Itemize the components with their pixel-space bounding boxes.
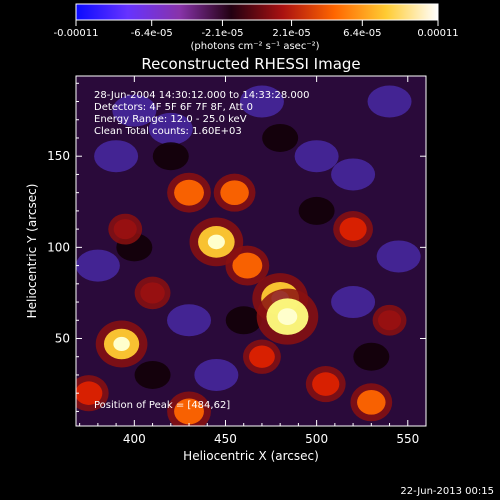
heatmap-dark-region — [353, 342, 390, 371]
colorbar-ticks — [75, 20, 439, 26]
heatmap-low-region — [239, 85, 284, 118]
y-tick-label: 150 — [47, 149, 70, 163]
info-block: 28-Jun-2004 14:30:12.000 to 14:33:28.000… — [94, 90, 310, 137]
heatmap-source — [357, 389, 386, 415]
info-line-counts: Clean Total counts: 1.60E+03 — [94, 126, 242, 137]
info-line-energy: Energy Range: 12.0 - 25.0 keV — [94, 114, 247, 125]
heatmap-source — [232, 252, 263, 279]
heatmap-low-region — [94, 140, 139, 173]
footer-date: 22-Jun-2013 00:15 — [400, 486, 494, 497]
heatmap-source — [339, 217, 367, 241]
heatmap-source-core — [277, 308, 298, 326]
heatmap-source-core — [207, 234, 225, 250]
heatmap-low-region — [76, 249, 120, 282]
y-tick-label: 50 — [55, 332, 70, 346]
heatmap-source — [113, 219, 137, 240]
heatmap-low-region — [148, 112, 193, 145]
x-tick-label: 400 — [123, 432, 146, 446]
heatmap-low-region — [112, 94, 157, 127]
colorbar-tick-label: 6.4e-05 — [343, 28, 381, 39]
heatmap-low-region — [376, 240, 421, 273]
heatmap-image — [76, 85, 421, 426]
x-axis-ticks: 400 450 500 550 — [79, 76, 427, 446]
heatmap-source — [76, 381, 103, 405]
heatmap-source — [174, 398, 204, 425]
heatmap-source — [377, 310, 402, 331]
heatmap-source — [140, 282, 165, 304]
heatmap-source — [312, 372, 340, 396]
y-tick-label: 100 — [47, 240, 70, 254]
colorbar-tick-label: 2.1e-05 — [272, 28, 310, 39]
heatmap-low-region — [294, 140, 339, 173]
heatmap-low-region — [167, 304, 212, 337]
heatmap-source — [249, 345, 275, 368]
colorbar — [76, 4, 438, 20]
y-axis-ticks: 50 100 150 — [47, 82, 426, 412]
colorbar-frame — [75, 3, 439, 21]
heatmap-dark-region — [262, 123, 299, 152]
heatmap-source — [174, 179, 204, 206]
heatmap-low-region — [331, 158, 376, 191]
x-tick-label: 450 — [214, 432, 237, 446]
x-axis-label: Heliocentric X (arcsec) — [183, 449, 319, 463]
heatmap-low-region — [367, 85, 412, 118]
colorbar-unit-label: (photons cm⁻² s⁻¹ asec⁻²) — [190, 41, 319, 52]
peak-position-label: Position of Peak = [484,62] — [94, 400, 230, 411]
plot-frame — [75, 75, 427, 427]
x-tick-label: 550 — [396, 432, 419, 446]
colorbar-tick-label: -0.00011 — [54, 28, 99, 39]
heatmap-low-region — [194, 358, 239, 391]
colorbar-tick-label: -2.1e-05 — [201, 28, 243, 39]
colorbar-tick-label: -6.4e-05 — [131, 28, 173, 39]
heatmap-dark-region — [134, 360, 171, 389]
y-axis-label: Heliocentric Y (arcsec) — [25, 184, 39, 319]
heatmap-source — [220, 180, 249, 206]
heatmap-dark-region — [152, 142, 189, 171]
heatmap-dark-region — [298, 196, 335, 225]
heatmap-source-core — [113, 336, 130, 352]
colorbar-tick-labels: -0.00011 -6.4e-05 -2.1e-05 2.1e-05 6.4e-05 0.… — [54, 28, 459, 39]
heatmap-low-region — [331, 286, 376, 319]
heatmap-dark-region — [225, 306, 262, 335]
x-tick-label: 500 — [305, 432, 328, 446]
info-line-time: 28-Jun-2004 14:30:12.000 to 14:33:28.000 — [94, 90, 310, 101]
info-line-detectors: Detectors: 4F 5F 6F 7F 8F, Att 0 — [94, 102, 253, 113]
chart-title: Reconstructed RHESSI Image — [141, 55, 360, 73]
colorbar-tick-label: 0.00011 — [417, 28, 458, 39]
